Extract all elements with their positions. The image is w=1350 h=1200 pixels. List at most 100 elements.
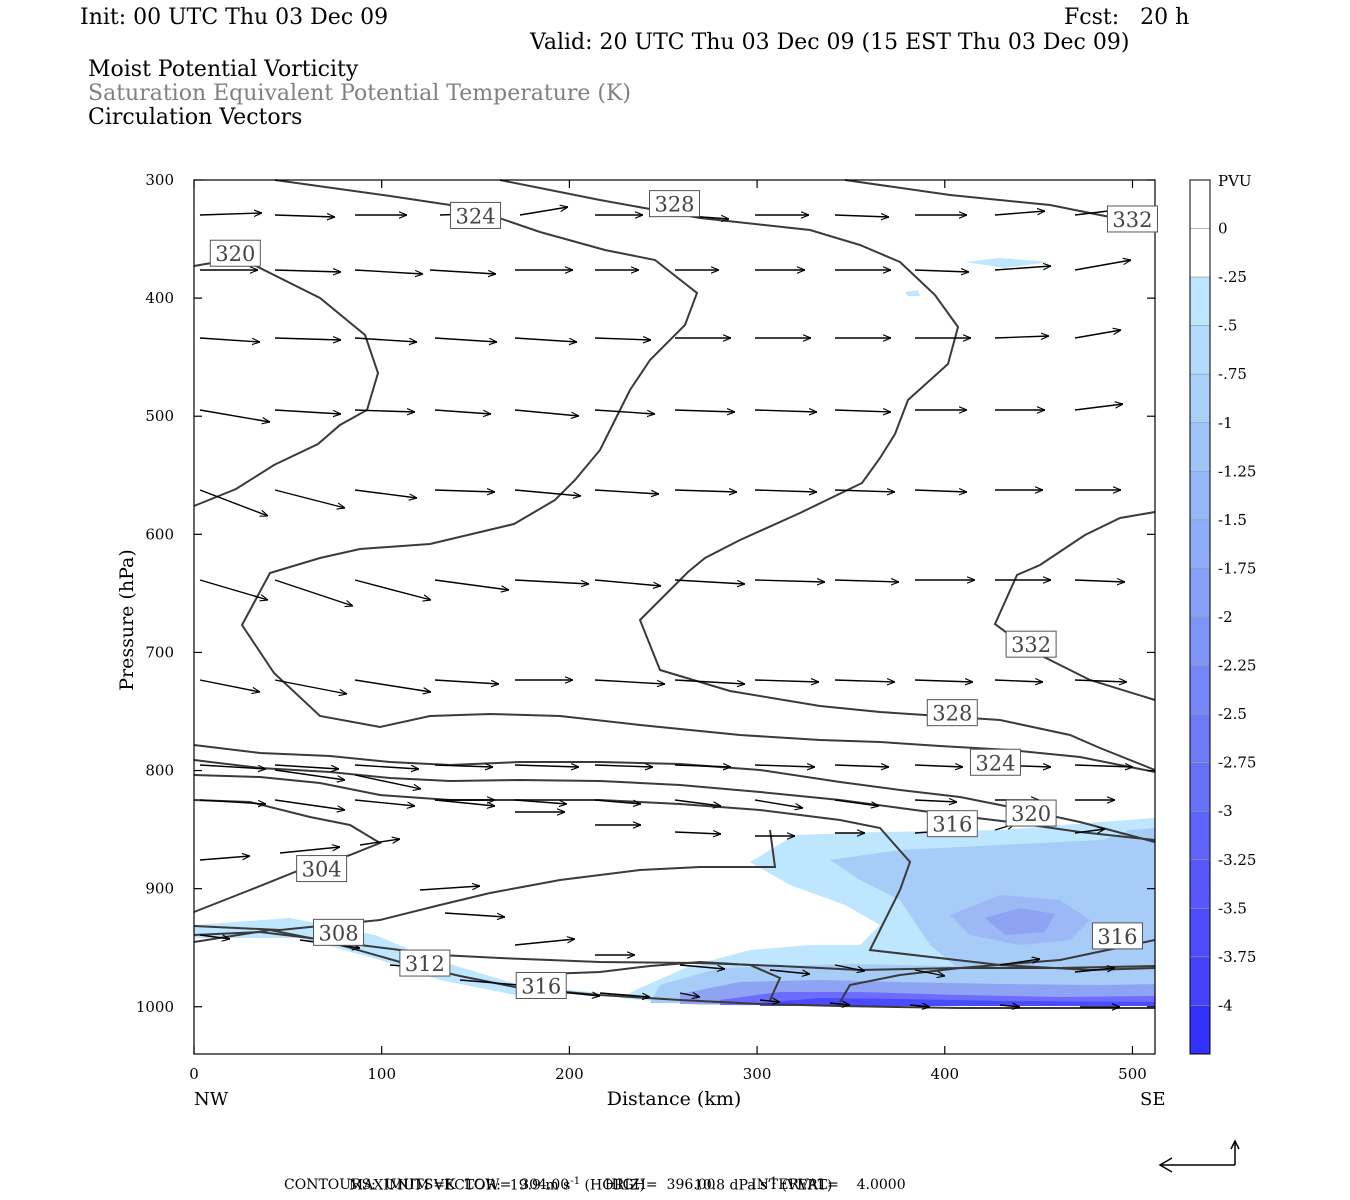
vector-arrow: [354, 410, 415, 412]
contour-label-box: [209, 239, 261, 267]
contour-312: [193, 774, 1156, 972]
contour-label-box: [926, 810, 978, 838]
vector-arrow: [994, 680, 1043, 682]
contour-316b: [519, 960, 782, 1001]
vector-arrow: [1074, 829, 1105, 833]
vector-arrow: [199, 799, 266, 804]
colorbar-label: -2.5: [1218, 705, 1247, 723]
vector-arrow: [829, 1003, 850, 1005]
y-tick-label: 900: [145, 880, 174, 898]
colorbar-swatch: [1189, 325, 1211, 375]
colorbar-label: 0: [1218, 220, 1228, 238]
vector-arrow: [434, 409, 491, 414]
vector-arrow: [914, 270, 969, 272]
colorbar-unit: PVU: [1218, 172, 1252, 190]
x-label-se: SE: [1140, 1089, 1165, 1110]
title-vectors: Circulation Vectors: [88, 105, 303, 130]
vector-arrow: [199, 489, 268, 516]
max-vector-horiz: 19.9 m s: [509, 1177, 571, 1194]
max-vector-vert-unit: (VERT): [781, 1177, 833, 1194]
vector-arrow: [834, 799, 879, 806]
vector-arrow: [754, 680, 819, 682]
vector-arrow: [994, 336, 1049, 338]
vector-arrow: [514, 489, 581, 496]
colorbar-label: -4: [1218, 996, 1233, 1014]
vector-arrow: [1074, 968, 1115, 973]
vert-exponent: -1: [767, 1176, 778, 1187]
contour-label-box: [1005, 799, 1057, 827]
vector-arrow: [359, 839, 400, 846]
contour-label: 324: [975, 751, 1015, 775]
y-tick-label: 1000: [136, 998, 174, 1016]
vector-arrow: [1074, 580, 1125, 582]
vector-arrow: [434, 490, 495, 492]
vector-arrow: [769, 969, 810, 974]
title-theta-es: Saturation Equivalent Potential Temperat…: [88, 81, 631, 106]
x-label-nw: NW: [194, 1089, 229, 1110]
vector-arrow: [354, 774, 421, 789]
vector-arrow: [199, 213, 262, 215]
vector-arrow: [514, 337, 577, 342]
colorbar-swatch: [1189, 908, 1211, 958]
pv-colorbar: 0 -.25 -.5 -.75 -1 -1.25 -1.5 -1.75 -2 -2.25 -2.5 -…: [1189, 179, 1256, 1055]
vector-arrow: [1074, 404, 1123, 411]
vector-arrow: [674, 410, 735, 412]
vector-arrow: [274, 215, 335, 217]
max-vector-line: MAXIMUM VECTOR: 19.9 m s-1 (HORIZ) 10.8 …: [340, 1158, 832, 1194]
vector-arrow: [434, 337, 497, 342]
vector-arrow: [594, 489, 659, 494]
vector-arrow: [594, 765, 653, 767]
vector-arrow: [834, 765, 889, 767]
y-tick-label: 300: [145, 171, 174, 189]
colorbar-label: -2: [1218, 608, 1233, 626]
max-vector-horiz-unit: (HORIZ): [584, 1177, 645, 1194]
axis-ticks: 300 400 500 600 700 800 900 1000 0 100 200 300 400 50…: [136, 171, 1155, 1083]
vector-arrow: [914, 969, 945, 976]
vector-arrow: [514, 765, 579, 767]
vector-arrow: [274, 799, 345, 810]
contour-label: 308: [318, 921, 358, 945]
colorbar-swatch: [1189, 762, 1211, 812]
colorbar-swatch: [1189, 713, 1211, 763]
colorbar-label: -.25: [1218, 268, 1247, 286]
contour-label-box: [1106, 205, 1158, 233]
colorbar-swatch: [1189, 179, 1211, 229]
colorbar-label: -2.25: [1218, 657, 1256, 675]
colorbar-label: -3.25: [1218, 851, 1256, 869]
vector-arrow: [354, 489, 417, 498]
colorbar-swatch: [1189, 422, 1211, 472]
x-tick-label: 400: [930, 1065, 959, 1083]
pv-area-upper: [965, 258, 1050, 268]
vector-arrow: [514, 409, 579, 416]
vector-arrow: [434, 579, 509, 590]
x-tick-label: 100: [367, 1065, 396, 1083]
vector-arrow: [909, 1005, 930, 1007]
contour-label: 320: [1011, 802, 1051, 826]
vector-arrow: [594, 579, 661, 586]
contour-label: 320: [215, 242, 255, 266]
vector-arrow: [674, 579, 745, 584]
contour-label-box: [1091, 922, 1143, 950]
vector-arrow: [519, 207, 568, 216]
colorbar-swatch: [1189, 616, 1211, 666]
vector-arrow: [1074, 680, 1127, 682]
contour-324: [240, 179, 1156, 773]
vector-arrow: [679, 964, 725, 969]
pv-area-low-left: [194, 918, 600, 996]
contour-label: 312: [405, 952, 445, 976]
colorbar-swatch: [1189, 859, 1211, 909]
vector-arrow: [834, 410, 891, 412]
y-tick-label: 800: [145, 762, 174, 780]
vector-arrow: [674, 799, 721, 806]
contour-label: 324: [455, 204, 495, 228]
valid-time: Valid: 20 UTC Thu 03 Dec 09 (15 EST Thu …: [530, 30, 1130, 55]
horiz-exponent: -1: [570, 1176, 581, 1187]
contour-label-box: [969, 748, 1021, 776]
colorbar-swatch: [1189, 956, 1211, 1006]
x-axis-label: Distance (km): [607, 1088, 742, 1110]
vector-arrow: [354, 679, 431, 692]
init-time: Init: 00 UTC Thu 03 Dec 09: [80, 5, 389, 30]
vector-arrow: [754, 765, 815, 767]
vector-arrow: [274, 679, 347, 694]
contour-320: [193, 256, 380, 507]
